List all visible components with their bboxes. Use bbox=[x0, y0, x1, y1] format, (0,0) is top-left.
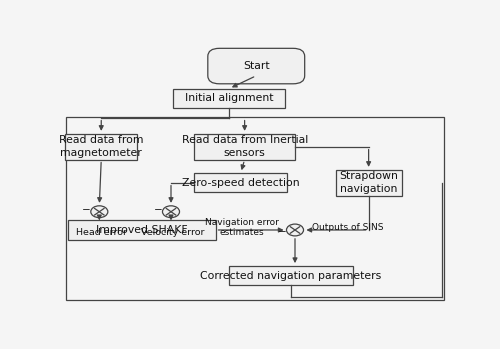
Text: −: − bbox=[82, 205, 90, 215]
Text: Start: Start bbox=[243, 61, 270, 71]
Text: Navigation error
estimates: Navigation error estimates bbox=[205, 218, 279, 237]
FancyBboxPatch shape bbox=[66, 134, 137, 159]
Text: Improved SHAKF: Improved SHAKF bbox=[96, 225, 188, 235]
FancyBboxPatch shape bbox=[173, 89, 286, 108]
FancyBboxPatch shape bbox=[194, 173, 287, 192]
FancyBboxPatch shape bbox=[336, 170, 402, 195]
Text: Velocity error: Velocity error bbox=[141, 228, 204, 237]
Text: −: − bbox=[154, 205, 162, 215]
Circle shape bbox=[162, 206, 180, 218]
FancyBboxPatch shape bbox=[229, 266, 353, 285]
Circle shape bbox=[286, 224, 304, 236]
Circle shape bbox=[91, 206, 108, 218]
Text: Outputs of SINS: Outputs of SINS bbox=[312, 223, 384, 232]
Text: Read data from
magnetometer: Read data from magnetometer bbox=[59, 135, 144, 158]
Text: −: − bbox=[278, 227, 286, 237]
Text: Zero-speed detection: Zero-speed detection bbox=[182, 178, 300, 188]
Text: Head error: Head error bbox=[76, 228, 127, 237]
Text: Initial alignment: Initial alignment bbox=[185, 93, 274, 103]
FancyBboxPatch shape bbox=[68, 220, 216, 240]
Text: Corrected navigation parameters: Corrected navigation parameters bbox=[200, 271, 382, 281]
FancyBboxPatch shape bbox=[208, 48, 304, 84]
FancyBboxPatch shape bbox=[194, 134, 295, 159]
Text: Read data from Inertial
sensors: Read data from Inertial sensors bbox=[182, 135, 308, 158]
Bar bbox=[66, 117, 444, 300]
Text: Strapdown
navigation: Strapdown navigation bbox=[339, 171, 398, 194]
